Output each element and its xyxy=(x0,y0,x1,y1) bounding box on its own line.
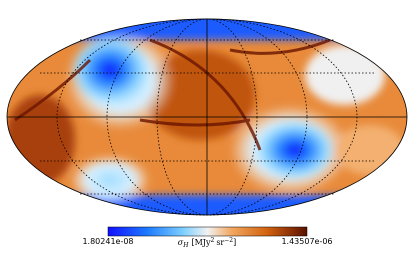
label-unit: [MJy xyxy=(191,238,211,247)
label-unit-exp: 2 xyxy=(211,237,215,244)
colorbar-label: σH [MJy2 sr−2] xyxy=(178,237,237,249)
colorbar-max: 1.43507e-06 xyxy=(281,237,332,246)
label-close: ] xyxy=(233,238,236,247)
label-symbol: σ xyxy=(178,238,184,247)
colorbar xyxy=(107,226,308,237)
axes-lines xyxy=(7,19,407,215)
sky-map xyxy=(7,19,407,215)
label-subscript: H xyxy=(182,242,189,249)
map-border xyxy=(6,18,408,216)
label-unit2-exp: −2 xyxy=(224,237,233,244)
colorbar-min: 1.80241e-08 xyxy=(82,237,133,246)
label-unit2: sr xyxy=(216,238,224,247)
